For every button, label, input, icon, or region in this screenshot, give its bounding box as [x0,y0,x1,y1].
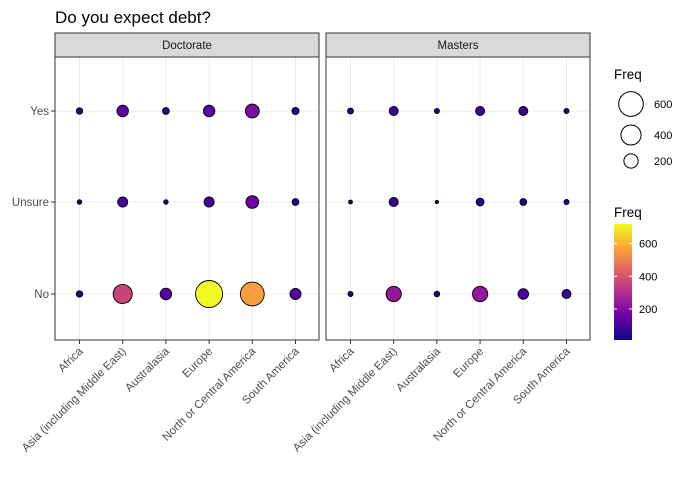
x-tick-label: Europe [181,346,216,381]
chart-title: Do you expect debt? [55,8,211,27]
legend: Freq 600 400 200 Freq 600 400 200 [614,67,672,340]
data-point [434,199,439,205]
data-point [561,289,572,299]
color-legend-label: 200 [639,304,657,316]
data-point [162,107,170,115]
x-tick-label: Australasia [394,345,443,394]
panel-background [55,57,319,340]
facet-strip-label: Doctorate [162,40,212,52]
data-point [239,281,265,307]
data-point [244,103,260,119]
data-point [563,108,570,114]
data-point [347,107,354,115]
color-legend-bar [614,224,632,340]
data-point [289,288,302,300]
data-point [475,197,485,207]
facet-strip [54,32,320,58]
data-point [433,290,441,298]
data-point [291,106,300,116]
data-point [475,106,486,116]
facet-strip-label: Masters [438,40,479,52]
size-legend-label: 400 [654,130,672,142]
panel-border [54,56,320,341]
data-point [563,199,570,205]
data-point [291,198,300,206]
data-point [517,288,530,300]
x-tick-label: Europe [452,346,487,381]
data-point [163,199,169,205]
data-point [203,196,215,208]
size-legend-label: 600 [654,99,672,111]
size-legend-key [620,124,642,146]
data-point [76,199,83,205]
data-point [388,197,399,207]
color-legend-label: 400 [639,271,657,283]
data-point [348,199,353,205]
y-tick-label: No [34,289,49,301]
panel-border [325,56,591,341]
data-point [347,291,354,297]
size-legend-title: Freq [614,67,642,82]
data-point [75,107,84,115]
data-point [202,104,216,118]
x-tick-label: Australasia [123,345,172,394]
size-legend-label: 200 [654,156,672,168]
data-point [195,280,224,308]
data-point [472,285,489,303]
y-tick-label: Yes [30,106,49,118]
data-point [75,290,84,298]
size-legend-key [618,91,644,117]
data-point [433,108,440,114]
data-point [518,106,529,116]
data-point [117,196,129,208]
data-point [519,198,528,206]
color-legend-title: Freq [614,205,642,220]
data-point [385,285,402,303]
color-legend-label: 600 [639,239,657,251]
data-point [388,106,399,116]
y-tick-label: Unsure [12,197,49,209]
x-tick-label: Africa [56,345,86,375]
panel-background [326,57,590,340]
size-legend-key [623,153,639,169]
data-point [159,287,173,301]
data-point [116,104,129,118]
data-point [245,195,260,209]
data-point [112,284,133,305]
facet-strip [325,32,591,58]
x-tick-label: Africa [327,345,357,375]
